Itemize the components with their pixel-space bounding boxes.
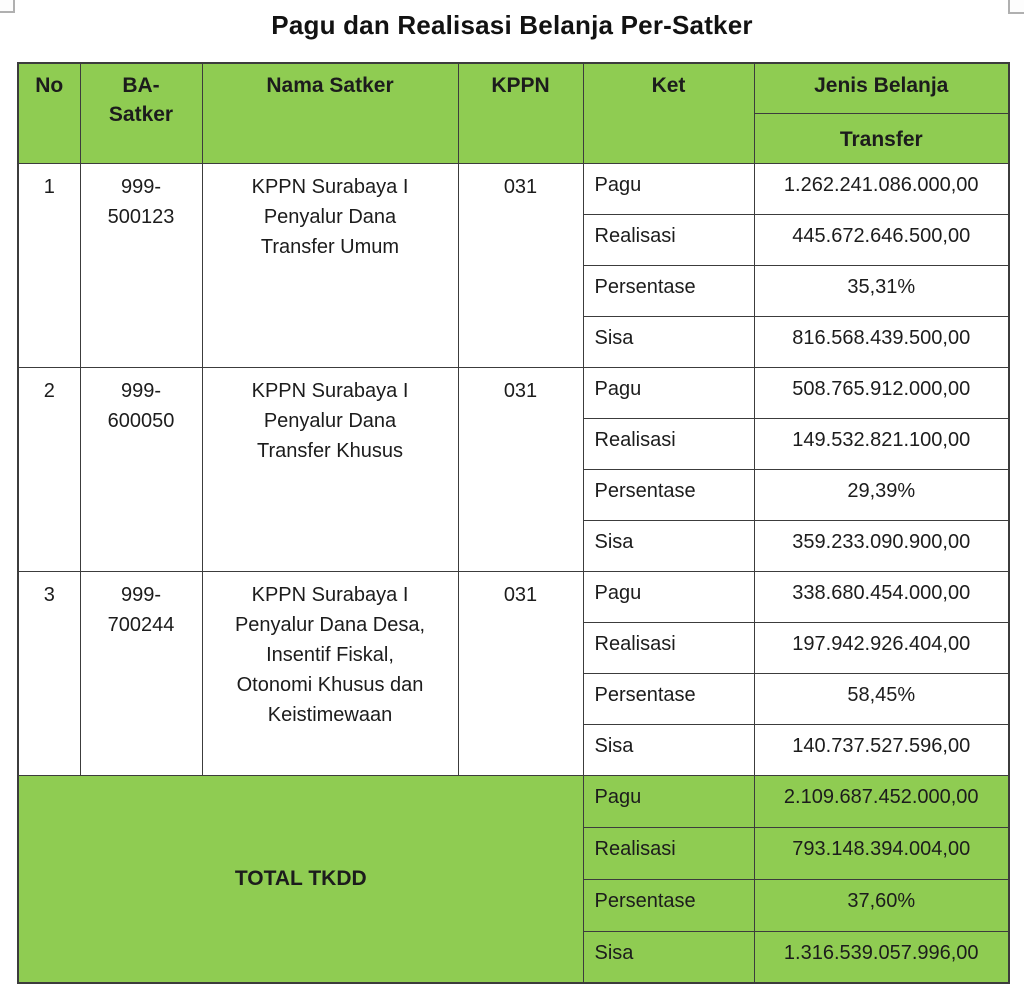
- group-1-row-persentase: Persentase 35,31%: [18, 264, 1010, 317]
- group-3-value-realisasi: 197.942.926.404,00: [753, 621, 1010, 674]
- group-2-ket-realisasi: Realisasi: [582, 417, 755, 470]
- group-3-ket-persentase: Persentase: [582, 672, 755, 725]
- group-2-row-persentase: Persentase 29,39%: [18, 468, 1010, 521]
- group-3-value-persentase: 58,45%: [753, 672, 1010, 725]
- group-2-value-persentase: 29,39%: [753, 468, 1010, 521]
- group-1-ket-pagu: Pagu: [582, 162, 755, 215]
- total-ket-sisa: Sisa: [582, 930, 755, 984]
- table-header-row-2: Transfer: [18, 112, 1010, 164]
- table-header-row-1: No BA- Satker Nama Satker KPPN Ket Jenis…: [17, 62, 1010, 164]
- group-1-row-pagu: 1 999- 500123 KPPN Surabaya I Penyalur D…: [17, 162, 1010, 368]
- group-2-no: 2: [17, 366, 81, 572]
- group-2-value-pagu: 508.765.912.000,00: [753, 366, 1010, 419]
- total-ket-persentase: Persentase: [582, 878, 755, 932]
- group-2-row-pagu: 2 999- 600050 KPPN Surabaya I Penyalur D…: [17, 366, 1010, 572]
- group-2-nama-satker: KPPN Surabaya I Penyalur Dana Transfer K…: [201, 366, 459, 572]
- group-2-value-sisa: 359.233.090.900,00: [753, 519, 1010, 572]
- col-header-transfer: Transfer: [753, 112, 1010, 164]
- col-header-no: No: [17, 62, 81, 164]
- page-title: Pagu dan Realisasi Belanja Per-Satker: [271, 10, 753, 40]
- group-1-value-realisasi: 445.672.646.500,00: [753, 213, 1010, 266]
- group-1-value-sisa: 816.568.439.500,00: [753, 315, 1010, 368]
- total-ket-realisasi: Realisasi: [582, 826, 755, 880]
- total-tkdd-label: TOTAL TKDD: [17, 774, 584, 984]
- group-2-ket-pagu: Pagu: [582, 366, 755, 419]
- group-3-ket-pagu: Pagu: [582, 570, 755, 623]
- group-3-row-sisa: Sisa 140.737.527.596,00: [18, 723, 1010, 776]
- total-value-realisasi: 793.148.394.004,00: [753, 826, 1010, 880]
- group-1-kppn: 031: [457, 162, 584, 368]
- group-1-value-pagu: 1.262.241.086.000,00: [753, 162, 1010, 215]
- total-value-sisa: 1.316.539.057.996,00: [753, 930, 1010, 984]
- group-1-no: 1: [17, 162, 81, 368]
- group-3-row-persentase: Persentase 58,45%: [18, 672, 1010, 725]
- col-header-ba-satker: BA- Satker: [79, 62, 203, 164]
- total-value-pagu: 2.109.687.452.000,00: [753, 774, 1010, 828]
- col-header-jenis-belanja: Jenis Belanja: [753, 62, 1010, 114]
- group-1-ket-sisa: Sisa: [582, 315, 755, 368]
- group-3-nama-satker: KPPN Surabaya I Penyalur Dana Desa, Inse…: [201, 570, 459, 776]
- col-header-kppn: KPPN: [457, 62, 584, 164]
- screenshot-corner-artifact-right: [1008, 0, 1024, 14]
- total-row-pagu: TOTAL TKDD Pagu 2.109.687.452.000,00: [17, 774, 1010, 984]
- group-3-no: 3: [17, 570, 81, 776]
- total-value-persentase: 37,60%: [753, 878, 1010, 932]
- group-2-ket-sisa: Sisa: [582, 519, 755, 572]
- col-header-nama-satker: Nama Satker: [201, 62, 459, 164]
- group-1-row-sisa: Sisa 816.568.439.500,00: [18, 315, 1010, 368]
- group-3-value-sisa: 140.737.527.596,00: [753, 723, 1010, 776]
- group-2-value-realisasi: 149.532.821.100,00: [753, 417, 1010, 470]
- group-1-ba-satker: 999- 500123: [79, 162, 203, 368]
- group-1-value-persentase: 35,31%: [753, 264, 1010, 317]
- group-1-ket-realisasi: Realisasi: [582, 213, 755, 266]
- total-row-realisasi: Realisasi 793.148.394.004,00: [18, 826, 1010, 880]
- group-3-ket-sisa: Sisa: [582, 723, 755, 776]
- group-1-ket-persentase: Persentase: [582, 264, 755, 317]
- group-2-ba-satker: 999- 600050: [79, 366, 203, 572]
- group-3-value-pagu: 338.680.454.000,00: [753, 570, 1010, 623]
- group-3-ket-realisasi: Realisasi: [582, 621, 755, 674]
- group-3-row-realisasi: Realisasi 197.942.926.404,00: [18, 621, 1010, 674]
- group-1-row-realisasi: Realisasi 445.672.646.500,00: [18, 213, 1010, 266]
- group-2-kppn: 031: [457, 366, 584, 572]
- group-3-ba-satker: 999- 700244: [79, 570, 203, 776]
- group-3-row-pagu: 3 999- 700244 KPPN Surabaya I Penyalur D…: [17, 570, 1010, 776]
- group-1-nama-satker: KPPN Surabaya I Penyalur Dana Transfer U…: [201, 162, 459, 368]
- pagu-realisasi-table: No BA- Satker Nama Satker KPPN Ket Jenis…: [17, 62, 1010, 984]
- group-3-kppn: 031: [457, 570, 584, 776]
- total-ket-pagu: Pagu: [582, 774, 755, 828]
- screenshot-corner-artifact-left: [0, 0, 15, 13]
- group-2-ket-persentase: Persentase: [582, 468, 755, 521]
- total-row-sisa: Sisa 1.316.539.057.996,00: [18, 930, 1010, 984]
- col-header-ket: Ket: [582, 62, 755, 164]
